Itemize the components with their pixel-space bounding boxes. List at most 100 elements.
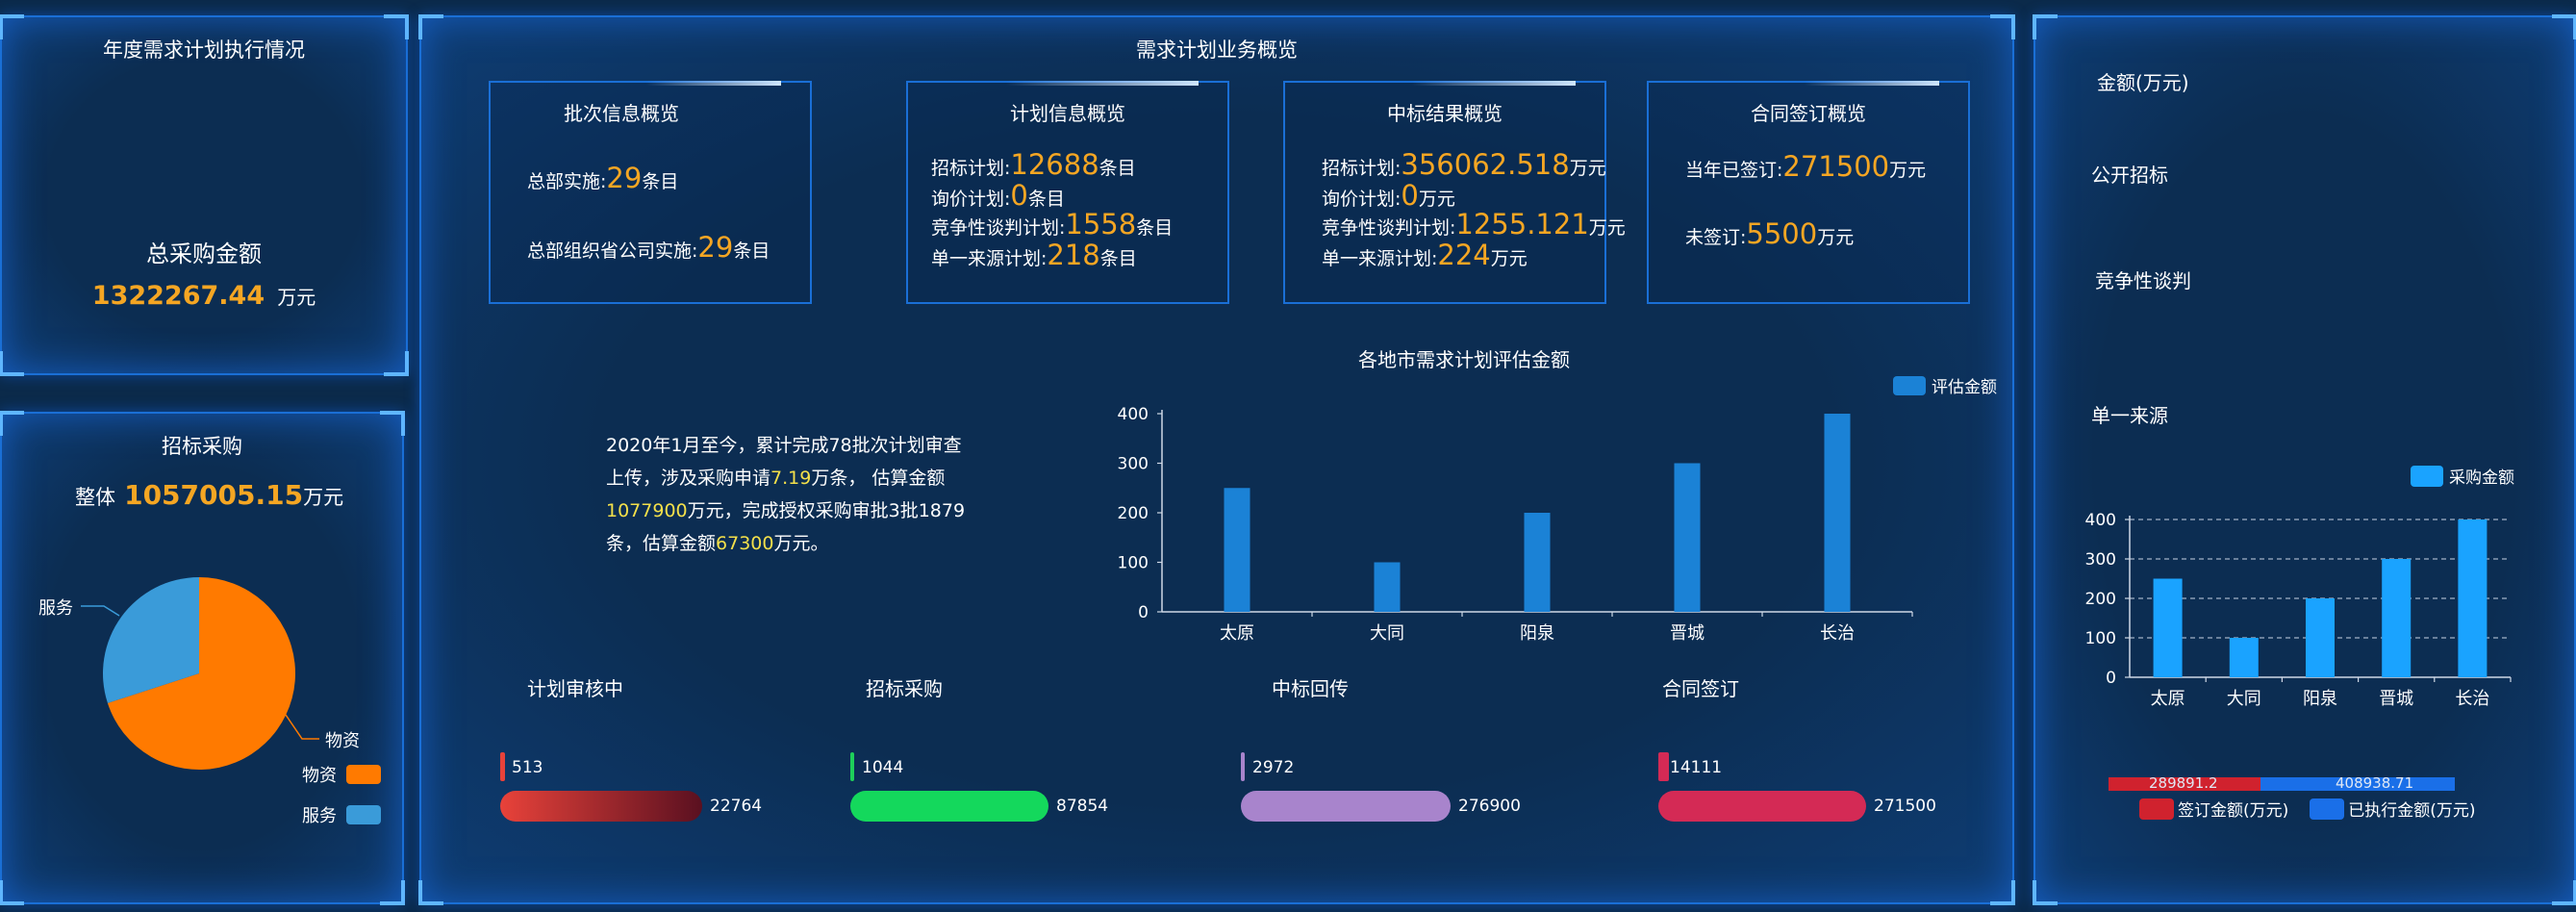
- batch-l1-unit: 条目: [642, 171, 679, 192]
- amount-unit-label: 金额(万元): [2097, 71, 2189, 94]
- executed-amount-segment[interactable]: [2260, 777, 2455, 791]
- purchase-bar-chart: 0 100 200 300 400 太原 大同 阳泉 晋城 长治: [2085, 511, 2512, 709]
- progress-large-bar-3[interactable]: [1658, 791, 1866, 822]
- executed-legend-label: 已执行金额(万元): [2348, 801, 2476, 821]
- plan-l2-unit: 条目: [1027, 189, 1065, 210]
- result-l3-unit: 万元: [1588, 217, 1626, 239]
- y-tick-label: 400: [1118, 405, 1149, 424]
- y-tick-label: 200: [2085, 590, 2116, 609]
- progress-title-1: 招标采购: [866, 677, 943, 700]
- progress-large-bar-0[interactable]: [500, 791, 702, 822]
- pie-slice-fuwu[interactable]: [102, 577, 199, 703]
- x-tick-label: 太原: [1220, 623, 1254, 644]
- progress-title-3: 合同签订: [1662, 677, 1739, 700]
- plan-l4-label: 单一来源计划:: [931, 248, 1048, 269]
- x-tick-label: 大同: [2227, 689, 2261, 709]
- bar-大同[interactable]: [2229, 638, 2259, 677]
- result-l3-value: 1255.121: [1455, 208, 1589, 241]
- bar-阳泉[interactable]: [1524, 513, 1551, 612]
- bar-晋城[interactable]: [1674, 463, 1701, 613]
- progress-small-bar-2[interactable]: [1241, 752, 1245, 781]
- bar-大同[interactable]: [1374, 562, 1401, 613]
- legend-item-fuwu[interactable]: 服务: [302, 802, 381, 827]
- signed-amount-segment[interactable]: [2109, 777, 2260, 791]
- bar-阳泉[interactable]: [2306, 598, 2335, 677]
- progress-small-value-2: 2972: [1252, 758, 1295, 777]
- signed-executed-legend: 签订金额(万元) 已执行金额(万元): [2139, 797, 2476, 821]
- bar-太原[interactable]: [1224, 488, 1250, 612]
- pie-callout-fuwu: 服务: [38, 598, 73, 619]
- category-public-tender: 公开招标: [2091, 164, 2168, 187]
- plan-line-4: 单一来源计划:218条目: [931, 239, 1137, 271]
- summary-text: 2020年1月至今，累计完成78批次计划审查上传，涉及采购申请7.19万条， 估…: [606, 429, 972, 560]
- plan-l3-label: 竞争性谈判计划:: [931, 217, 1066, 239]
- right-chart-legend[interactable]: 采购金额: [2411, 464, 2514, 488]
- plan-l4-value: 218: [1047, 239, 1100, 271]
- overall-unit: 万元: [303, 486, 344, 509]
- progress-large-bar-2[interactable]: [1241, 791, 1451, 822]
- callout-line-wuzi: [285, 714, 319, 740]
- y-tick-label: 100: [2085, 629, 2116, 648]
- progress-small-bar-3[interactable]: [1658, 752, 1669, 781]
- procurement-pie-chart: [81, 577, 319, 770]
- result-l3-label: 竞争性谈判计划:: [1322, 217, 1456, 239]
- bar-太原[interactable]: [2153, 578, 2183, 678]
- contract-info-title: 合同签订概览: [1751, 102, 1866, 125]
- city-chart-title: 各地市需求计划评估金额: [1358, 348, 1570, 371]
- signed-legend-item[interactable]: 签订金额(万元): [2139, 797, 2288, 821]
- category-single-source: 单一来源: [2091, 404, 2168, 427]
- progress-small-bar-1[interactable]: [850, 752, 854, 781]
- x-tick-label: 长治: [2455, 689, 2489, 709]
- bar-晋城[interactable]: [2382, 559, 2412, 677]
- executed-amount-value: 408938.71: [2336, 774, 2414, 792]
- batch-info-box: 批次信息概览 总部实施:29条目 总部组织省公司实施:29条目: [489, 81, 812, 304]
- summary-t2: 万条， 估算金额: [811, 468, 946, 489]
- batch-line-1: 总部实施:29条目: [527, 162, 678, 194]
- city-chart-legend[interactable]: 评估金额: [1893, 373, 1997, 397]
- contract-l2-label: 未签订:: [1685, 227, 1747, 248]
- result-l1-label: 招标计划:: [1322, 158, 1402, 179]
- tender-procurement-title: 招标采购: [162, 435, 242, 458]
- executed-legend-item[interactable]: 已执行金额(万元): [2310, 797, 2476, 821]
- legend-swatch-wuzi: [346, 765, 381, 784]
- progress-title-2: 中标回传: [1272, 677, 1349, 700]
- plan-l4-unit: 条目: [1099, 248, 1137, 269]
- contract-line-1: 当年已签订:271500万元: [1685, 150, 1926, 183]
- result-l4-value: 224: [1437, 239, 1491, 271]
- y-tick-label: 200: [1118, 504, 1149, 523]
- progress-title-0: 计划审核中: [527, 677, 623, 700]
- summary-t3: 万元，完成授权采购审批3批1879条，估算金额: [606, 500, 966, 554]
- pie-callout-wuzi: 物资: [325, 731, 360, 751]
- result-l1-value: 356062.518: [1401, 148, 1570, 181]
- signed-amount-value: 289891.2: [2149, 774, 2218, 792]
- plan-l1-label: 招标计划:: [931, 158, 1011, 179]
- bar-长治[interactable]: [2458, 519, 2488, 677]
- progress-large-bar-1[interactable]: [850, 791, 1048, 822]
- right-chart-legend-label: 采购金额: [2449, 469, 2514, 488]
- plan-l3-value: 1558: [1065, 208, 1137, 241]
- right-summary-panel: 金额(万元) 公开招标 竞争性谈判 单一来源 采购金额 0 100 200 300 40…: [2033, 14, 2576, 905]
- summary-v1: 7.19: [770, 468, 812, 489]
- contract-info-box: 合同签订概览 当年已签订:271500万元 未签订:5500万元: [1647, 81, 1970, 304]
- result-info-box: 中标结果概览 招标计划:356062.518万元 询价计划:0万元 竞争性谈判计…: [1283, 81, 1626, 304]
- plan-l2-label: 询价计划:: [931, 189, 1011, 210]
- plan-l1-value: 12688: [1010, 148, 1099, 181]
- progress-small-value-0: 513: [512, 758, 543, 777]
- annual-plan-title: 年度需求计划执行情况: [103, 38, 305, 62]
- plan-line-3: 竞争性谈判计划:1558条目: [931, 208, 1173, 241]
- pie-slice-wuzi[interactable]: [107, 577, 295, 770]
- bar-长治[interactable]: [1824, 414, 1851, 612]
- batch-info-title: 批次信息概览: [564, 102, 679, 125]
- overall-value: 1057005.15: [124, 479, 304, 511]
- progress-small-bar-0[interactable]: [500, 752, 505, 781]
- legend-label-wuzi: 物资: [302, 766, 337, 786]
- progress-small-value-3: 14111: [1670, 758, 1723, 777]
- legend-swatch-fuwu: [346, 805, 381, 824]
- tender-procurement-panel: 招标采购 整体 1057005.15万元 物资 服务 物资 服务: [0, 411, 405, 905]
- x-tick-label: 阳泉: [2303, 689, 2337, 709]
- result-l2-label: 询价计划:: [1322, 189, 1402, 210]
- legend-item-wuzi[interactable]: 物资: [302, 762, 381, 787]
- y-tick-label: 400: [2085, 511, 2116, 530]
- city-chart-legend-label: 评估金额: [1932, 378, 1997, 397]
- business-overview-panel: 需求计划业务概览 批次信息概览 总部实施:29条目 总部组织省公司实施:29条目…: [418, 14, 2015, 905]
